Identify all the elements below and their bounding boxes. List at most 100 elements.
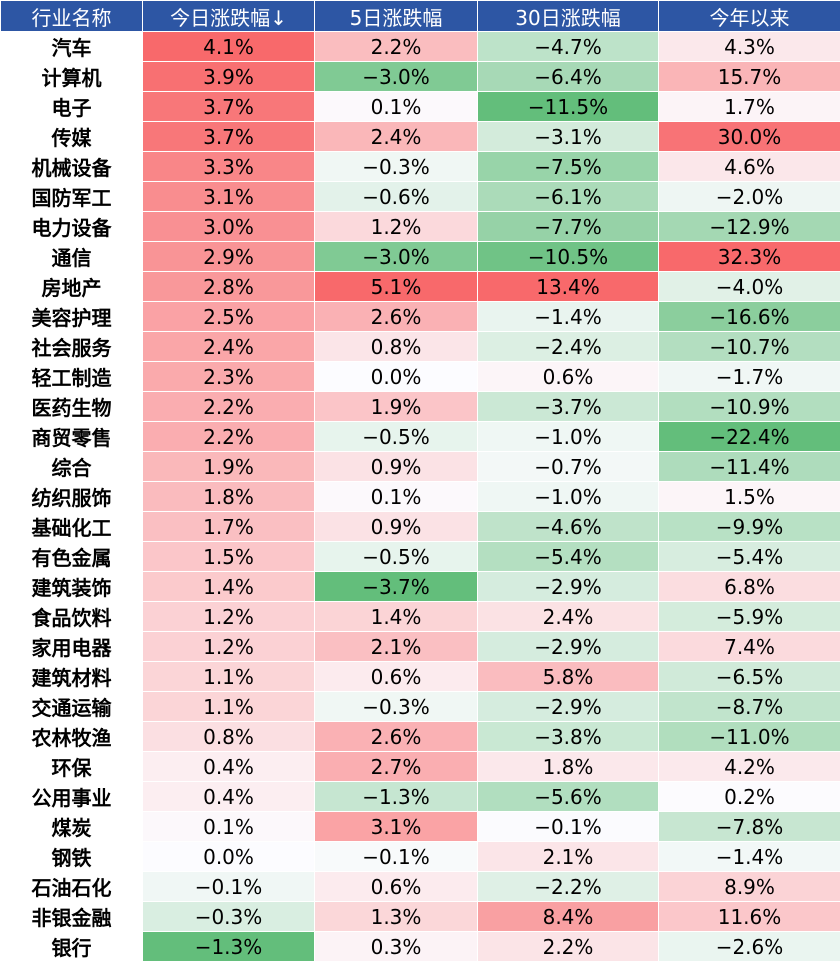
value-cell-5day-change: 0.6%: [315, 662, 478, 692]
value-cell-5day-change: −0.6%: [315, 182, 478, 212]
value-cell-ytd-change: −4.0%: [659, 272, 840, 302]
industry-name-cell: 农林牧渔: [1, 722, 143, 752]
value-cell-today-change: 2.3%: [143, 362, 315, 392]
value-cell-today-change: 1.9%: [143, 452, 315, 482]
value-cell-5day-change: 0.8%: [315, 332, 478, 362]
value-cell-today-change: −0.3%: [143, 902, 315, 932]
value-cell-ytd-change: −11.4%: [659, 452, 840, 482]
value-cell-5day-change: 1.2%: [315, 212, 478, 242]
value-cell-today-change: 3.9%: [143, 62, 315, 92]
value-cell-30day-change: −0.7%: [478, 452, 659, 482]
value-cell-ytd-change: −1.7%: [659, 362, 840, 392]
value-cell-today-change: 1.2%: [143, 632, 315, 662]
value-cell-ytd-change: 1.5%: [659, 482, 840, 512]
industry-name-cell: 建筑装饰: [1, 572, 143, 602]
value-cell-30day-change: 0.6%: [478, 362, 659, 392]
value-cell-5day-change: 0.9%: [315, 452, 478, 482]
value-cell-30day-change: −2.9%: [478, 632, 659, 662]
value-cell-ytd-change: −5.9%: [659, 602, 840, 632]
value-cell-30day-change: 1.8%: [478, 752, 659, 782]
header-ytd-change[interactable]: 今年以来: [659, 1, 840, 32]
value-cell-5day-change: 0.0%: [315, 362, 478, 392]
value-cell-today-change: 3.0%: [143, 212, 315, 242]
header-30day-change[interactable]: 30日涨跌幅: [478, 1, 659, 32]
value-cell-30day-change: −1.0%: [478, 482, 659, 512]
industry-name-cell: 商贸零售: [1, 422, 143, 452]
industry-name-cell: 传媒: [1, 122, 143, 152]
value-cell-today-change: 1.1%: [143, 692, 315, 722]
table-row: 石油石化−0.1%0.6%−2.2%8.9%: [1, 872, 840, 902]
industry-name-cell: 汽车: [1, 32, 143, 62]
industry-name-cell: 电力设备: [1, 212, 143, 242]
value-cell-5day-change: 2.6%: [315, 722, 478, 752]
value-cell-5day-change: 5.1%: [315, 272, 478, 302]
table-row: 银行−1.3%0.3%2.2%−2.6%: [1, 932, 840, 962]
value-cell-5day-change: 2.2%: [315, 32, 478, 62]
value-cell-today-change: 0.4%: [143, 782, 315, 812]
value-cell-ytd-change: −8.7%: [659, 692, 840, 722]
value-cell-30day-change: −2.4%: [478, 332, 659, 362]
value-cell-5day-change: 0.1%: [315, 92, 478, 122]
industry-name-cell: 计算机: [1, 62, 143, 92]
value-cell-5day-change: 0.3%: [315, 932, 478, 962]
value-cell-ytd-change: −16.6%: [659, 302, 840, 332]
value-cell-5day-change: 3.1%: [315, 812, 478, 842]
value-cell-5day-change: 0.6%: [315, 872, 478, 902]
value-cell-today-change: 0.8%: [143, 722, 315, 752]
industry-name-cell: 房地产: [1, 272, 143, 302]
value-cell-today-change: 0.4%: [143, 752, 315, 782]
value-cell-today-change: 1.4%: [143, 572, 315, 602]
value-cell-ytd-change: 32.3%: [659, 242, 840, 272]
header-industry-name: 行业名称: [1, 1, 143, 32]
industry-name-cell: 医药生物: [1, 392, 143, 422]
industry-name-cell: 通信: [1, 242, 143, 272]
value-cell-today-change: 2.9%: [143, 242, 315, 272]
value-cell-30day-change: −7.7%: [478, 212, 659, 242]
value-cell-ytd-change: −10.7%: [659, 332, 840, 362]
industry-name-cell: 有色金属: [1, 542, 143, 572]
value-cell-30day-change: −6.1%: [478, 182, 659, 212]
industry-name-cell: 公用事业: [1, 782, 143, 812]
value-cell-today-change: 1.1%: [143, 662, 315, 692]
industry-name-cell: 美容护理: [1, 302, 143, 332]
table-row: 非银金融−0.3%1.3%8.4%11.6%: [1, 902, 840, 932]
value-cell-30day-change: −5.6%: [478, 782, 659, 812]
value-cell-30day-change: 2.4%: [478, 602, 659, 632]
value-cell-ytd-change: −6.5%: [659, 662, 840, 692]
industry-name-cell: 环保: [1, 752, 143, 782]
value-cell-5day-change: −0.5%: [315, 422, 478, 452]
header-today-change[interactable]: 今日涨跌幅↓: [143, 1, 315, 32]
industry-name-cell: 非银金融: [1, 902, 143, 932]
header-5day-change[interactable]: 5日涨跌幅: [315, 1, 478, 32]
value-cell-today-change: 3.3%: [143, 152, 315, 182]
value-cell-5day-change: 2.7%: [315, 752, 478, 782]
value-cell-30day-change: 2.2%: [478, 932, 659, 962]
value-cell-today-change: 3.7%: [143, 92, 315, 122]
industry-name-cell: 社会服务: [1, 332, 143, 362]
value-cell-ytd-change: −2.0%: [659, 182, 840, 212]
value-cell-30day-change: 2.1%: [478, 842, 659, 872]
value-cell-today-change: 1.8%: [143, 482, 315, 512]
value-cell-ytd-change: 11.6%: [659, 902, 840, 932]
value-cell-today-change: 0.0%: [143, 842, 315, 872]
value-cell-ytd-change: −11.0%: [659, 722, 840, 752]
value-cell-5day-change: −3.0%: [315, 62, 478, 92]
industry-name-cell: 国防军工: [1, 182, 143, 212]
industry-name-cell: 轻工制造: [1, 362, 143, 392]
